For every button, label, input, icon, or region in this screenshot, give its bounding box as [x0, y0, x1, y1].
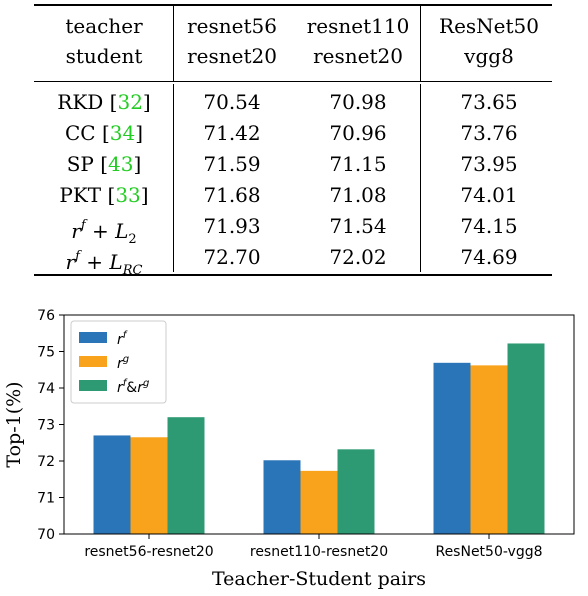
- bar-chart-svg: 70 71 72 73 74 75 76 resnet56-resnet20 resnet11…: [3, 308, 575, 590]
- row-value: 70.96: [329, 121, 387, 145]
- bar-r^f-resnet56-resnet20: [93, 435, 131, 534]
- row-value: 71.68: [203, 183, 261, 207]
- bar-r^g-resnet56-resnet20: [130, 437, 168, 534]
- row-value: 71.42: [203, 121, 261, 145]
- y-tick-label: 70: [37, 527, 55, 543]
- legend: rf rg rf&rg: [70, 320, 167, 404]
- citation-link[interactable]: 34: [109, 121, 136, 145]
- row-value: 72.70: [203, 245, 261, 269]
- x-tick-label: ResNet50-vgg8: [435, 544, 542, 560]
- header-teacher-label: teacher: [65, 14, 143, 38]
- legend-entry-label: rf&rg: [117, 378, 149, 396]
- y-tick-label: 75: [37, 345, 55, 361]
- x-tick-label: resnet110-resnet20: [250, 544, 388, 560]
- y-tick-label: 72: [37, 454, 55, 470]
- row-method: RKD [32]: [57, 90, 151, 114]
- bar-r^f-resnet110-resnet20: [263, 460, 301, 534]
- row-method: PKT [33]: [59, 183, 149, 207]
- row-value: 73.76: [460, 121, 518, 145]
- bar-r^f&r^g-resnet56-resnet20: [167, 417, 205, 534]
- row-method-math: rf + LRC: [65, 249, 143, 278]
- row-value: 74.15: [460, 214, 518, 238]
- bar-r^g-ResNet50-vgg8: [470, 365, 508, 534]
- x-axis-label: Teacher-Student pairs: [212, 568, 426, 590]
- row-value: 74.01: [460, 183, 518, 207]
- table-separator: [173, 6, 174, 81]
- legend-swatch: [79, 380, 107, 391]
- header-student-col2: resnet20: [313, 44, 403, 68]
- row-value: 72.02: [329, 245, 387, 269]
- row-value: 73.65: [460, 90, 518, 114]
- results-table: teacher student resnet56 resnet20 resnet…: [34, 4, 552, 278]
- bar-r^f-ResNet50-vgg8: [433, 362, 471, 534]
- legend-entry-label: rg: [117, 354, 129, 372]
- row-value: 71.54: [329, 214, 387, 238]
- legend-swatch: [79, 332, 107, 343]
- row-method-math: rf + L2: [71, 218, 137, 247]
- legend-swatch: [79, 356, 107, 367]
- row-value: 71.59: [203, 152, 261, 176]
- y-tick-label: 74: [37, 381, 55, 397]
- row-value: 70.54: [203, 90, 261, 114]
- header-teacher-col1: resnet56: [187, 14, 277, 38]
- table-separator: [173, 84, 174, 272]
- row-value: 71.15: [329, 152, 387, 176]
- row-value: 71.93: [203, 214, 261, 238]
- y-tick-label: 76: [37, 308, 55, 324]
- header-student-label: student: [65, 44, 143, 68]
- header-student-col1: resnet20: [187, 44, 277, 68]
- row-method: CC [34]: [64, 121, 144, 145]
- bar-r^g-resnet110-resnet20: [300, 470, 338, 534]
- y-tick-label: 73: [37, 418, 55, 434]
- row-value: 71.08: [329, 183, 387, 207]
- header-teacher-col2: resnet110: [306, 14, 410, 38]
- y-tick-label: 71: [37, 491, 55, 507]
- row-value: 74.69: [460, 245, 518, 269]
- table-separator: [420, 6, 421, 81]
- bar-r^f&r^g-ResNet50-vgg8: [507, 343, 545, 534]
- citation-link[interactable]: 32: [117, 90, 143, 114]
- row-value: 70.98: [329, 90, 387, 114]
- table-separator: [420, 84, 421, 272]
- header-teacher-col3: ResNet50: [439, 14, 539, 38]
- citation-link[interactable]: 33: [115, 183, 141, 207]
- table-header-rule: [34, 81, 552, 82]
- bar-r^f&r^g-resnet110-resnet20: [337, 449, 375, 534]
- y-axis-label: Top-1(%): [3, 381, 25, 467]
- row-value: 73.95: [460, 152, 518, 176]
- table-top-rule: [34, 4, 552, 6]
- legend-entry-label: rf: [117, 330, 128, 348]
- row-method: SP [43]: [66, 152, 142, 176]
- table-bottom-rule: [34, 274, 552, 276]
- bar-chart: 70 71 72 73 74 75 76 resnet56-resnet20 resnet11…: [0, 304, 588, 592]
- header-student-col3: vgg8: [464, 44, 514, 68]
- citation-link[interactable]: 43: [108, 152, 134, 176]
- x-tick-label: resnet56-resnet20: [84, 544, 213, 560]
